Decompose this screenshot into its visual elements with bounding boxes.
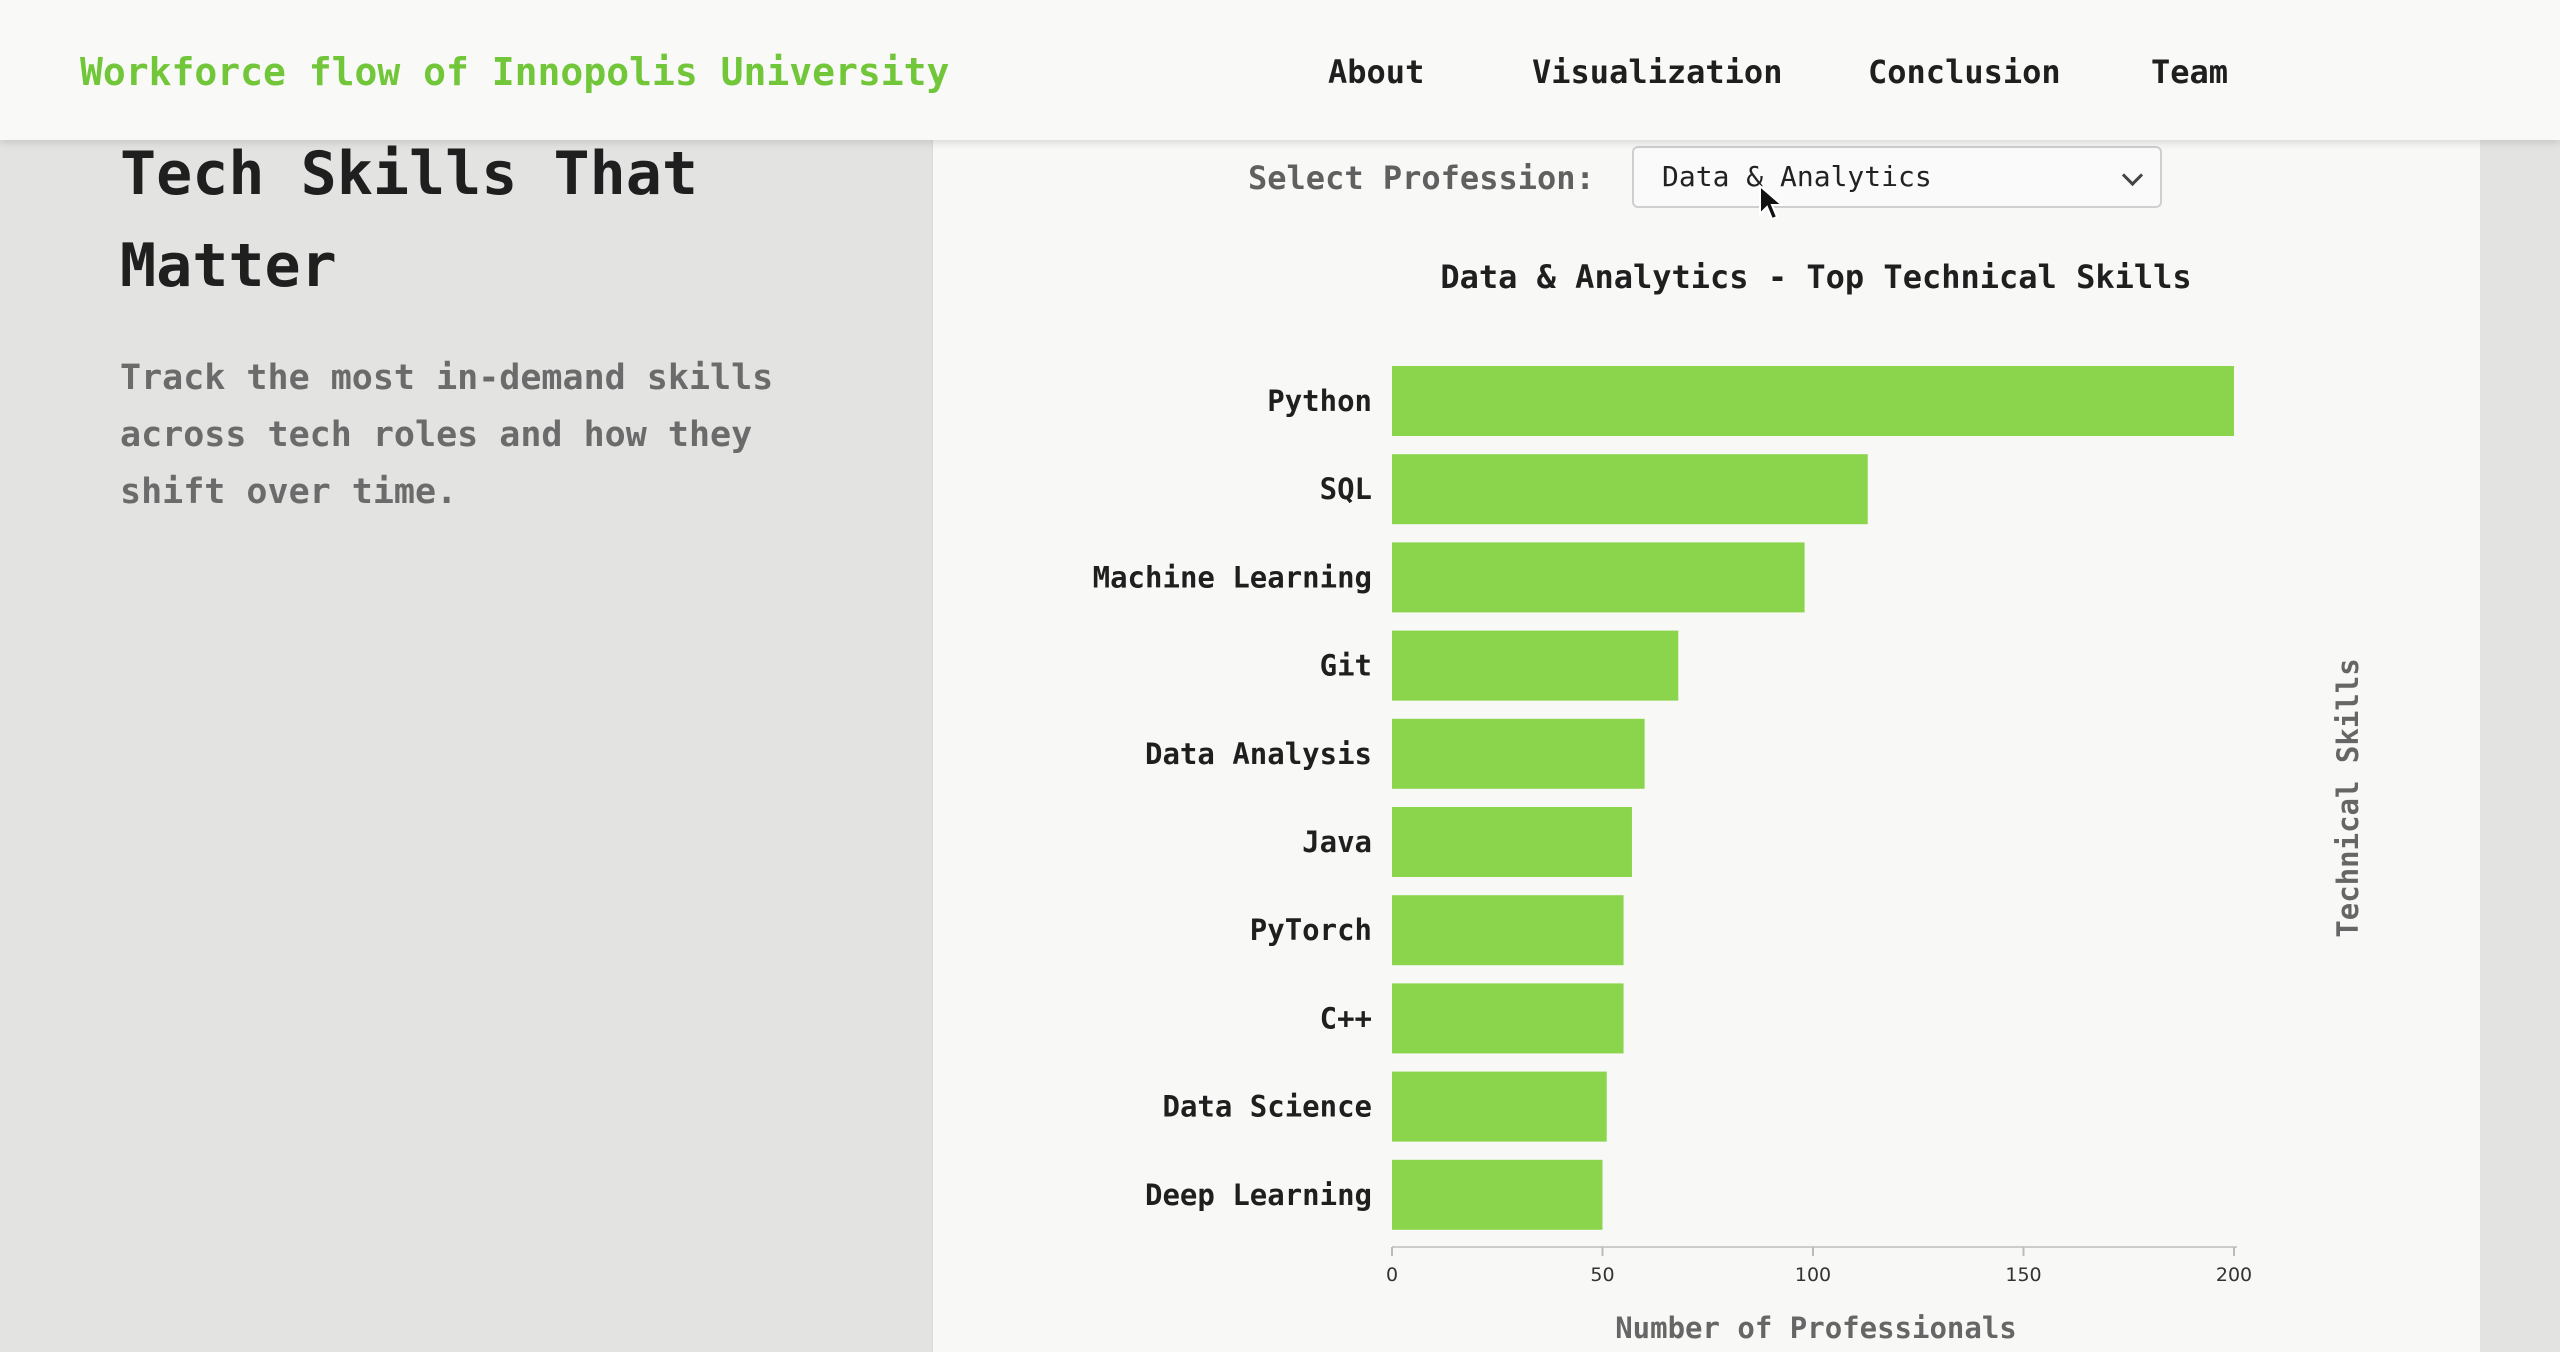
category-labels: Python SQL Machine Learning Git Data Analysi… [1093, 384, 1372, 1212]
profession-select-label: Select Profession: [1248, 159, 1595, 197]
nav-conclusion[interactable]: Conclusion [1868, 53, 2061, 91]
category-label: Data Science [1162, 1090, 1372, 1124]
x-tick-label: 200 [2216, 1264, 2252, 1286]
x-tick-label: 0 [1386, 1264, 1398, 1286]
y-axis-title: Technical Skills [2331, 658, 2365, 937]
nav-about[interactable]: About [1328, 53, 1425, 91]
page-title: Tech Skills That Matter [120, 139, 698, 301]
bar-java[interactable] [1392, 807, 1632, 877]
bar-machine-learning[interactable] [1392, 542, 1805, 613]
bar-git[interactable] [1392, 630, 1679, 701]
page-description: Track the most in-demand skills across t… [120, 358, 774, 512]
x-tick-label: 150 [2005, 1264, 2041, 1286]
x-ticks: 0 50 100 150 200 [1386, 1247, 2252, 1286]
nav-visualization[interactable]: Visualization [1532, 53, 1783, 91]
bar-data-science[interactable] [1392, 1071, 1607, 1142]
bar-data-analysis[interactable] [1392, 718, 1645, 789]
category-label: SQL [1320, 472, 1372, 506]
category-label: Deep Learning [1145, 1178, 1372, 1212]
category-label: Git [1320, 649, 1372, 683]
x-tick-label: 50 [1590, 1264, 1614, 1286]
mouse-cursor-icon [1759, 184, 1785, 221]
category-label: Python [1267, 384, 1372, 418]
profession-select[interactable]: Data & Analytics [1632, 146, 2162, 208]
bar-python[interactable] [1392, 366, 2234, 436]
visualization-panel [933, 0, 2480, 1352]
bars-group [1392, 366, 2234, 1230]
bar-sql[interactable] [1392, 454, 1868, 525]
bar-deep-learning[interactable] [1392, 1159, 1603, 1230]
right-gutter [2480, 0, 2560, 1352]
profession-select-value: Data & Analytics [1662, 160, 1932, 193]
x-tick-label: 100 [1795, 1264, 1831, 1286]
category-label: PyTorch [1250, 913, 1372, 947]
category-label: Machine Learning [1093, 560, 1372, 594]
brand-title[interactable]: Workforce flow of Innopolis University [80, 50, 950, 94]
category-label: C++ [1320, 1001, 1372, 1035]
category-label: Java [1302, 825, 1372, 859]
bar-c-[interactable] [1392, 983, 1624, 1054]
intro-panel: Tech Skills That Matter Track the most i… [0, 0, 933, 1352]
bar-pytorch[interactable] [1392, 895, 1624, 966]
nav-team[interactable]: Team [2151, 53, 2229, 91]
category-label: Data Analysis [1145, 737, 1372, 771]
x-axis-title: Number of Professionals [1615, 1311, 2017, 1345]
chart-title: Data & Analytics - Top Technical Skills [1440, 258, 2191, 296]
top-navbar: Workforce flow of Innopolis University A… [0, 0, 2560, 140]
